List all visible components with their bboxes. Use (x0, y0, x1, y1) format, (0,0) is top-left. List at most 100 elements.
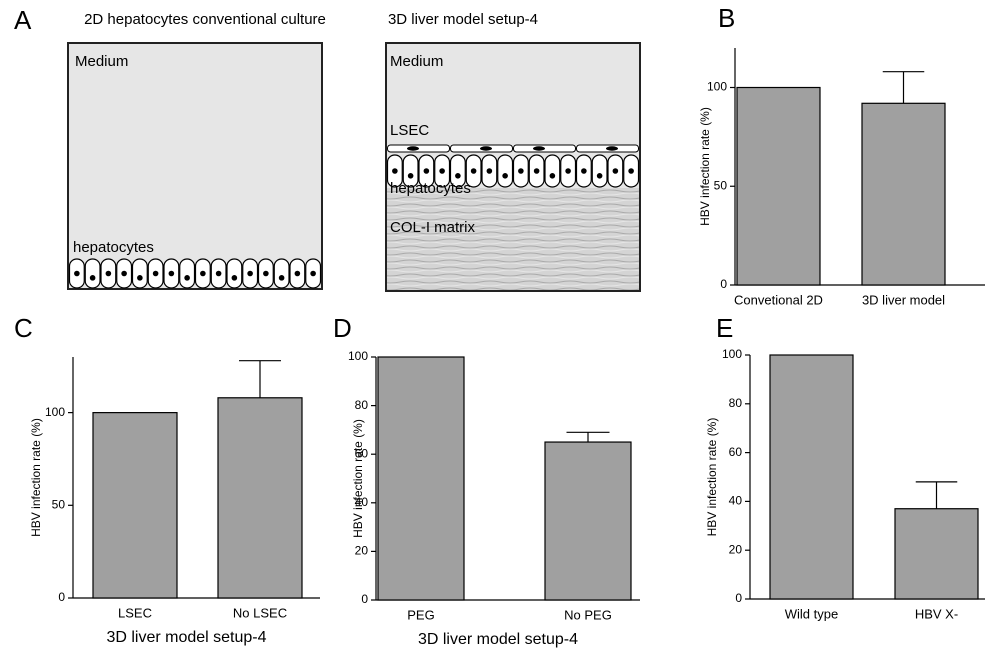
error-bar (239, 360, 281, 398)
culture-box (67, 42, 323, 290)
nucleus (581, 168, 587, 174)
cell (226, 258, 243, 289)
cells-label: hepatocytes (390, 180, 471, 197)
panel-letter: A (14, 5, 32, 35)
cell (591, 154, 608, 188)
box-title: 3D liver model setup-4 (388, 11, 538, 28)
cell (273, 258, 290, 289)
box-title: 2D hepatocytes conventional culture (84, 11, 326, 28)
cell (179, 258, 196, 289)
nucleus (184, 275, 190, 281)
panel-letter: C (14, 313, 33, 343)
cell (84, 258, 101, 289)
lsec-nucleus (480, 146, 492, 151)
nucleus (565, 168, 571, 174)
y-tick-label: 40 (729, 494, 743, 508)
y-tick-label: 100 (707, 80, 727, 94)
bar (92, 412, 178, 599)
nucleus (74, 270, 80, 277)
x-tick-label: No PEG (564, 607, 612, 622)
nucleus (596, 173, 603, 179)
medium-label: Medium (75, 53, 128, 70)
error-bar (566, 431, 610, 443)
y-tick-label: 80 (355, 398, 369, 412)
nucleus (200, 270, 206, 277)
y-tick-label: 0 (361, 592, 368, 606)
panel-letter: B (718, 3, 735, 33)
y-tick-label: 0 (735, 591, 742, 605)
nucleus (294, 270, 301, 277)
y-tick-label: 100 (348, 349, 368, 363)
y-tick-label: 60 (355, 446, 369, 460)
bar (217, 397, 303, 599)
nucleus (263, 270, 269, 277)
y-axis-label: HBV infection rate (%) (705, 418, 719, 537)
y-tick-label: 100 (45, 405, 65, 419)
lsec-nucleus (533, 146, 545, 151)
matrix (387, 188, 639, 290)
y-tick-label: 100 (722, 347, 742, 361)
x-tick-label: PEG (407, 607, 434, 622)
nucleus (423, 168, 430, 174)
y-tick-label: 50 (52, 497, 66, 511)
cell (402, 154, 419, 188)
error-bar (915, 481, 958, 509)
error-bar (882, 71, 925, 104)
nucleus (231, 275, 238, 281)
cells-label: hepatocytes (73, 239, 154, 256)
nucleus (137, 275, 143, 281)
x-tick-label: HBV X- (915, 606, 958, 621)
cell-row (386, 154, 640, 188)
nucleus (612, 168, 619, 174)
bar (769, 354, 854, 600)
y-axis-label: HBV infection rate (%) (351, 419, 365, 538)
y-axis-label: HBV infection rate (%) (698, 107, 712, 226)
nucleus (486, 168, 493, 174)
medium-label: Medium (390, 53, 443, 70)
nucleus (470, 168, 477, 174)
bar (861, 102, 946, 286)
cell-row (68, 258, 322, 289)
nucleus (407, 173, 414, 179)
nucleus (628, 168, 634, 174)
nucleus (310, 270, 316, 277)
y-tick-label: 50 (714, 178, 728, 192)
nucleus (518, 168, 524, 174)
bar (544, 441, 632, 601)
y-tick-label: 60 (729, 445, 743, 459)
nucleus (278, 275, 285, 281)
lsec-label: LSEC (390, 122, 429, 139)
nucleus (105, 270, 112, 277)
x-tick-label: Convetional 2D (734, 292, 823, 307)
matrix-label: COL-I matrix (390, 219, 476, 236)
nucleus (121, 270, 127, 277)
cell (449, 154, 466, 188)
nucleus (502, 173, 508, 179)
panel-letter: E (716, 313, 733, 343)
lsec-nucleus (407, 146, 419, 151)
nucleus (152, 270, 159, 277)
nucleus (439, 168, 445, 174)
nucleus (549, 173, 556, 179)
x-axis-label: 3D liver model setup-4 (106, 629, 266, 646)
y-tick-label: 0 (58, 590, 65, 604)
x-tick-label: No LSEC (233, 605, 287, 620)
cell (497, 154, 514, 188)
nucleus (215, 270, 222, 277)
x-tick-label: 3D liver model (862, 292, 945, 307)
panel-letter: D (333, 313, 352, 343)
nucleus (247, 270, 253, 277)
y-tick-label: 80 (729, 396, 743, 410)
nucleus (455, 173, 461, 179)
y-tick-label: 40 (355, 495, 369, 509)
cell (131, 258, 148, 289)
x-tick-label: LSEC (118, 605, 152, 620)
bar (894, 508, 979, 600)
y-tick-label: 20 (729, 542, 743, 556)
nucleus (392, 168, 398, 174)
y-tick-label: 0 (720, 277, 727, 291)
lsec-row (387, 144, 639, 153)
nucleus (533, 168, 540, 174)
lsec-nucleus (606, 146, 618, 151)
